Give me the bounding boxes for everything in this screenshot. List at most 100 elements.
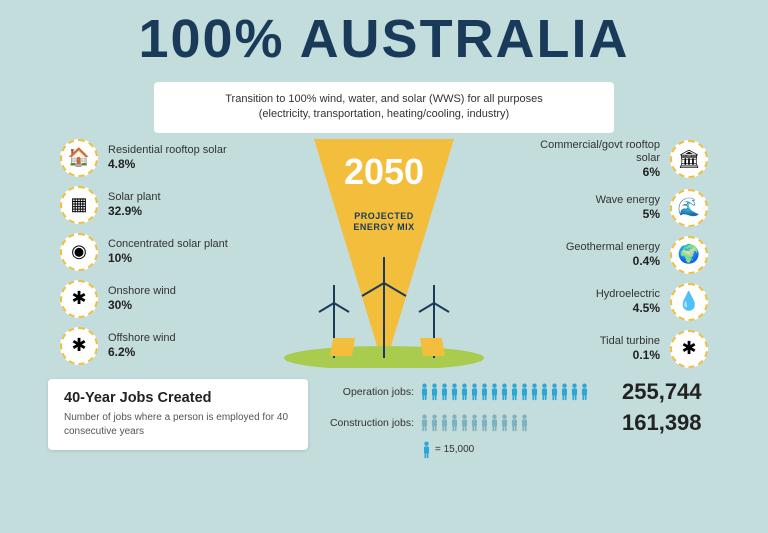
energy-icon: 🌍 xyxy=(670,236,708,274)
energy-pct: 4.8% xyxy=(108,157,227,171)
energy-pct: 10% xyxy=(108,251,228,265)
person-icon xyxy=(450,414,459,432)
person-icon xyxy=(440,383,449,401)
energy-text: Concentrated solar plant10% xyxy=(108,238,228,266)
energy-mix-row: 🏠 Residential rooftop solar4.8% ▦ Solar pla… xyxy=(0,133,768,377)
subtitle-box: Transition to 100% wind, water, and sola… xyxy=(154,82,614,133)
energy-pct: 4.5% xyxy=(596,301,660,315)
energy-name: Geothermal energy xyxy=(566,241,660,254)
energy-text: Tidal turbine0.1% xyxy=(600,335,660,363)
jobs-label: Construction jobs: xyxy=(324,417,414,429)
energy-icon: ✱ xyxy=(60,280,98,318)
energy-icon: 🏛 xyxy=(670,140,708,178)
subtitle-line-2: (electricity, transportation, heating/co… xyxy=(174,107,594,122)
energy-text: Offshore wind6.2% xyxy=(108,332,176,360)
energy-pct: 30% xyxy=(108,298,176,312)
person-icon xyxy=(420,414,429,432)
person-icon xyxy=(520,414,529,432)
person-icon xyxy=(420,383,429,401)
turbines-illustration xyxy=(274,248,494,373)
energy-text: Hydroelectric4.5% xyxy=(596,288,660,316)
person-icon xyxy=(480,383,489,401)
energy-item-right-1: 🌊 Wave energy5% xyxy=(518,189,708,227)
energy-text: Solar plant32.9% xyxy=(108,191,161,219)
energy-item-right-4: ✱ Tidal turbine0.1% xyxy=(518,330,708,368)
person-icon xyxy=(560,383,569,401)
person-icon xyxy=(540,383,549,401)
energy-name: Commercial/govt rooftop solar xyxy=(518,139,660,165)
energy-text: Wave energy5% xyxy=(596,194,660,222)
energy-text: Geothermal energy0.4% xyxy=(566,241,660,269)
energy-name: Offshore wind xyxy=(108,332,176,345)
energy-icon: 💧 xyxy=(670,283,708,321)
energy-pct: 0.1% xyxy=(600,348,660,362)
energy-pct: 0.4% xyxy=(566,254,660,268)
energy-name: Tidal turbine xyxy=(600,335,660,348)
energy-item-right-2: 🌍 Geothermal energy0.4% xyxy=(518,236,708,274)
main-title: 100% AUSTRALIA xyxy=(0,0,768,70)
projection-label: PROJECTED ENERGY MIX xyxy=(334,211,434,234)
person-icon xyxy=(550,383,559,401)
energy-name: Onshore wind xyxy=(108,285,176,298)
person-icon xyxy=(470,383,479,401)
energy-text: Onshore wind30% xyxy=(108,285,176,313)
energy-icon: ✱ xyxy=(60,327,98,365)
person-icon xyxy=(500,414,509,432)
person-icon xyxy=(510,414,519,432)
energy-icon: ✱ xyxy=(670,330,708,368)
energy-text: Residential rooftop solar4.8% xyxy=(108,144,227,172)
person-icon xyxy=(470,414,479,432)
energy-name: Residential rooftop solar xyxy=(108,144,227,157)
person-icon xyxy=(480,414,489,432)
energy-pct: 6% xyxy=(518,165,660,179)
projection-label-1: PROJECTED xyxy=(354,211,414,221)
center-graphic: 2050 PROJECTED ENERGY MIX xyxy=(264,139,504,377)
jobs-line-0: Operation jobs: 255,744 xyxy=(324,379,748,405)
person-icon xyxy=(440,414,449,432)
people-icons xyxy=(420,414,610,432)
person-icon xyxy=(460,414,469,432)
energy-name: Solar plant xyxy=(108,191,161,204)
jobs-label: Operation jobs: xyxy=(324,386,414,398)
projection-label-2: ENERGY MIX xyxy=(353,222,414,232)
person-icon xyxy=(430,383,439,401)
energy-item-left-4: ✱ Offshore wind6.2% xyxy=(60,327,250,365)
energy-pct: 32.9% xyxy=(108,204,161,218)
projection-year: 2050 xyxy=(344,151,424,193)
person-icon xyxy=(460,383,469,401)
energy-icon: 🌊 xyxy=(670,189,708,227)
energy-item-left-1: ▦ Solar plant32.9% xyxy=(60,186,250,224)
legend-text: = 15,000 xyxy=(435,444,474,455)
energy-name: Concentrated solar plant xyxy=(108,238,228,251)
energy-right-column: 🏛 Commercial/govt rooftop solar6% 🌊 Wave en… xyxy=(518,139,708,377)
jobs-line-1: Construction jobs: 161,398 xyxy=(324,410,748,436)
energy-icon: ▦ xyxy=(60,186,98,224)
person-icon xyxy=(490,383,499,401)
person-icon xyxy=(580,383,589,401)
energy-icon: ◉ xyxy=(60,233,98,271)
person-icon xyxy=(500,383,509,401)
person-icon xyxy=(450,383,459,401)
person-icon xyxy=(570,383,579,401)
jobs-card-title: 40-Year Jobs Created xyxy=(64,390,292,406)
person-icon xyxy=(530,383,539,401)
people-icons xyxy=(420,383,610,401)
energy-item-left-3: ✱ Onshore wind30% xyxy=(60,280,250,318)
person-icon xyxy=(510,383,519,401)
jobs-count: 161,398 xyxy=(622,410,702,436)
energy-icon: 🏠 xyxy=(60,139,98,177)
energy-text: Commercial/govt rooftop solar6% xyxy=(518,139,660,180)
person-icon xyxy=(520,383,529,401)
energy-pct: 6.2% xyxy=(108,345,176,359)
energy-name: Wave energy xyxy=(596,194,660,207)
jobs-count: 255,744 xyxy=(622,379,702,405)
energy-item-right-0: 🏛 Commercial/govt rooftop solar6% xyxy=(518,139,708,180)
person-icon xyxy=(422,441,431,459)
energy-name: Hydroelectric xyxy=(596,288,660,301)
energy-item-left-2: ◉ Concentrated solar plant10% xyxy=(60,233,250,271)
jobs-card: 40-Year Jobs Created Number of jobs wher… xyxy=(48,379,308,450)
person-icon xyxy=(430,414,439,432)
energy-item-left-0: 🏠 Residential rooftop solar4.8% xyxy=(60,139,250,177)
energy-left-column: 🏠 Residential rooftop solar4.8% ▦ Solar pla… xyxy=(60,139,250,377)
jobs-section: 40-Year Jobs Created Number of jobs wher… xyxy=(0,377,768,459)
